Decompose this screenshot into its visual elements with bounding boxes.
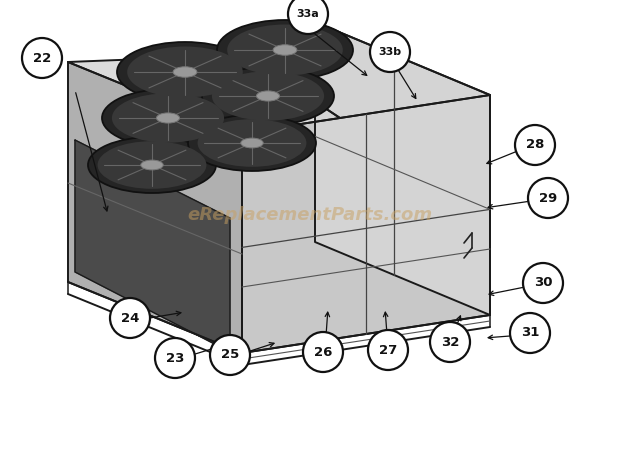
Text: 22: 22 xyxy=(33,52,51,64)
Circle shape xyxy=(528,178,568,218)
Circle shape xyxy=(210,335,250,375)
Ellipse shape xyxy=(241,138,264,148)
Text: 24: 24 xyxy=(121,312,139,324)
Ellipse shape xyxy=(112,94,224,143)
Circle shape xyxy=(22,38,62,78)
Text: 29: 29 xyxy=(539,191,557,204)
Ellipse shape xyxy=(117,42,253,102)
Polygon shape xyxy=(245,22,490,118)
Text: 33b: 33b xyxy=(378,47,402,57)
Text: 23: 23 xyxy=(166,352,184,365)
Ellipse shape xyxy=(273,45,297,55)
Text: 26: 26 xyxy=(314,345,332,359)
Ellipse shape xyxy=(212,71,324,121)
Circle shape xyxy=(303,332,343,372)
Ellipse shape xyxy=(227,24,343,76)
Text: 30: 30 xyxy=(534,276,552,290)
Ellipse shape xyxy=(202,67,334,125)
Ellipse shape xyxy=(217,20,353,80)
Circle shape xyxy=(110,298,150,338)
Ellipse shape xyxy=(188,115,316,171)
Ellipse shape xyxy=(97,141,206,189)
Text: 33a: 33a xyxy=(296,9,319,19)
Polygon shape xyxy=(68,62,242,353)
Text: 31: 31 xyxy=(521,327,539,339)
Text: 28: 28 xyxy=(526,139,544,151)
Polygon shape xyxy=(315,22,490,315)
Polygon shape xyxy=(68,55,340,133)
Ellipse shape xyxy=(173,67,197,77)
Ellipse shape xyxy=(141,160,163,170)
Text: 27: 27 xyxy=(379,344,397,357)
Circle shape xyxy=(430,322,470,362)
Ellipse shape xyxy=(198,119,306,167)
Circle shape xyxy=(510,313,550,353)
Circle shape xyxy=(370,32,410,72)
Ellipse shape xyxy=(102,89,234,147)
Circle shape xyxy=(523,263,563,303)
Circle shape xyxy=(155,338,195,378)
Ellipse shape xyxy=(156,113,180,123)
Ellipse shape xyxy=(127,47,243,97)
Ellipse shape xyxy=(88,137,216,193)
Circle shape xyxy=(515,125,555,165)
Circle shape xyxy=(288,0,328,34)
Polygon shape xyxy=(75,140,230,352)
Ellipse shape xyxy=(257,91,280,101)
Text: eReplacementParts.com: eReplacementParts.com xyxy=(187,206,433,224)
Text: 25: 25 xyxy=(221,348,239,361)
Polygon shape xyxy=(242,95,490,353)
Text: 32: 32 xyxy=(441,336,459,348)
Circle shape xyxy=(368,330,408,370)
